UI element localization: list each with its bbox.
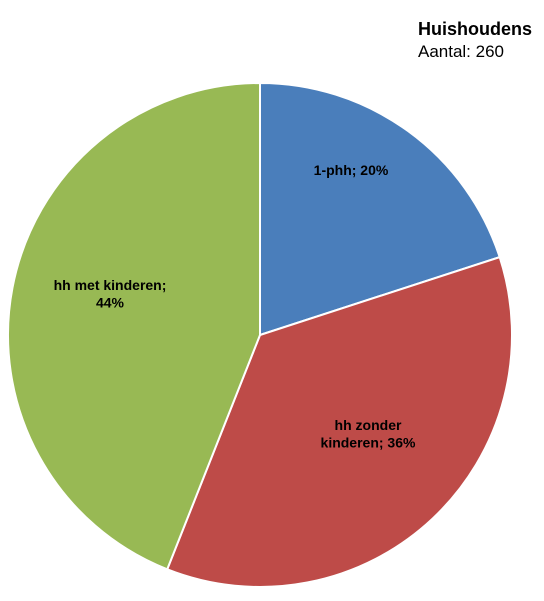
chart-subtitle-value: 260 [476,42,504,61]
pie-label-one_phh: 1-phh; 20% [314,162,389,178]
pie-chart-svg: 1-phh; 20%hh zonderkinderen; 36%hh met k… [0,0,544,601]
pie-chart-container: Huishoudens Aantal: 260 1-phh; 20%hh zon… [0,0,544,601]
chart-title-block: Huishoudens Aantal: 260 [418,18,532,62]
pie-slices-group [8,83,512,587]
chart-subtitle: Aantal: 260 [418,41,532,62]
chart-title: Huishoudens [418,18,532,41]
chart-subtitle-prefix: Aantal: [418,42,476,61]
